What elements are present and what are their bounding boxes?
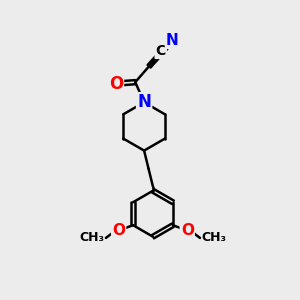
Text: CH₃: CH₃ (80, 231, 104, 244)
Text: N: N (137, 93, 151, 111)
Text: O: O (109, 75, 123, 93)
Text: C: C (156, 44, 166, 58)
Text: CH₃: CH₃ (201, 231, 226, 244)
Text: N: N (166, 33, 179, 48)
Text: O: O (112, 223, 125, 238)
Text: O: O (181, 223, 194, 238)
